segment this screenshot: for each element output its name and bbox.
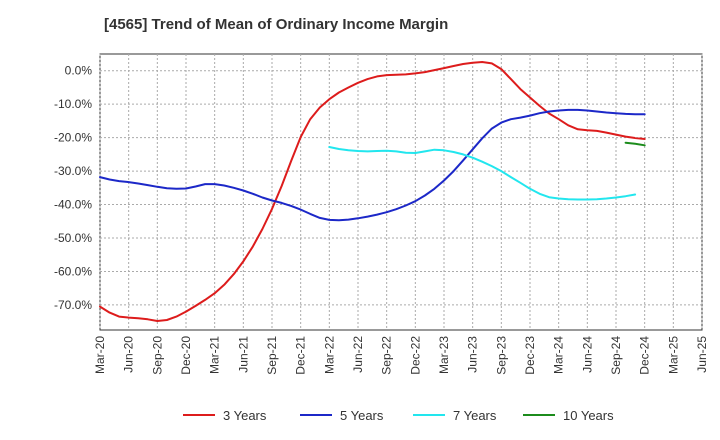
axis-labels: 0.0% -10.0% -20.0% -30.0% -40.0% -50.0% -60.0%…: [54, 64, 709, 375]
x-tick-label: Dec-23: [523, 336, 537, 375]
x-tick-label: Mar-25: [666, 336, 680, 374]
x-tick-label: Jun-21: [236, 336, 250, 373]
legend-label-3-years: 3 Years: [223, 408, 267, 423]
legend: 3 Years 5 Years 7 Years 10 Years: [183, 408, 614, 423]
legend-label-7-years: 7 Years: [453, 408, 497, 423]
legend-label-10-years: 10 Years: [563, 408, 614, 423]
x-tick-label: Dec-20: [179, 336, 193, 375]
x-tick-label: Mar-24: [552, 336, 566, 374]
grid-lines: [99, 54, 703, 330]
x-tick-label: Jun-24: [580, 336, 594, 373]
legend-label-5-years: 5 Years: [340, 408, 384, 423]
x-tick-label: Sep-20: [150, 336, 164, 375]
series-line-10-years: [624, 141, 646, 147]
x-tick-label: Jun-25: [695, 336, 709, 373]
x-tick-label: Mar-22: [322, 336, 336, 374]
y-tick-label: -70.0%: [54, 298, 92, 312]
x-tick-label: Sep-23: [494, 336, 508, 375]
x-tick-label: Jun-20: [122, 336, 136, 373]
x-tick-label: Dec-21: [294, 336, 308, 375]
plot-area: [99, 53, 703, 331]
chart-title: [4565] Trend of Mean of Ordinary Income …: [104, 16, 449, 33]
x-tick-label: Sep-21: [265, 336, 279, 375]
y-tick-label: -10.0%: [54, 97, 92, 111]
y-tick-label: -30.0%: [54, 164, 92, 178]
y-tick-label: -60.0%: [54, 264, 92, 278]
series-line-7-years: [328, 146, 637, 201]
x-tick-label: Jun-23: [466, 336, 480, 373]
x-tick-label: Dec-24: [638, 336, 652, 375]
series-lines: [99, 61, 646, 322]
x-tick-label: Dec-22: [408, 336, 422, 375]
y-tick-label: -40.0%: [54, 198, 92, 212]
x-tick-label: Sep-22: [380, 336, 394, 375]
x-tick-label: Sep-24: [609, 336, 623, 375]
x-tick-label: Jun-22: [351, 336, 365, 373]
x-tick-label: Mar-21: [208, 336, 222, 374]
x-tick-label: Mar-20: [93, 336, 107, 374]
x-tick-label: Mar-23: [437, 336, 451, 374]
series-line-5-years: [99, 108, 646, 222]
y-tick-label: 0.0%: [65, 64, 93, 78]
y-tick-label: -20.0%: [54, 131, 92, 145]
y-tick-label: -50.0%: [54, 231, 92, 245]
series-line-3-years: [99, 61, 646, 322]
